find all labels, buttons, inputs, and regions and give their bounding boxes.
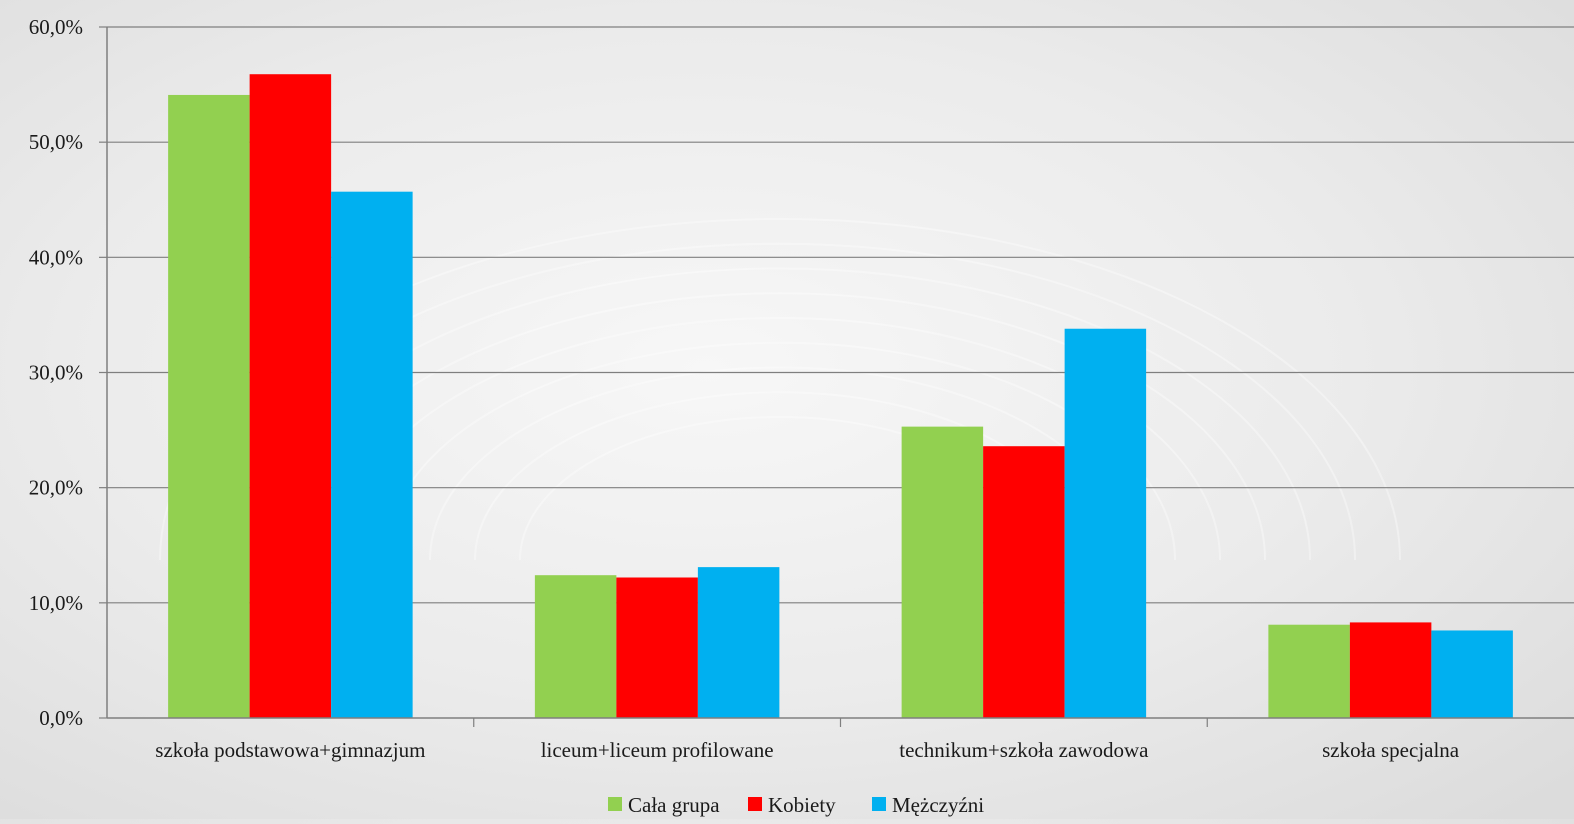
bar-cała-grupa-3 [901,426,984,718]
x-tick-label: szkoła podstawowa+gimnazjum [155,738,425,762]
bar-kobiety-1 [249,74,332,719]
bar-mężczyźni-1 [331,191,413,718]
legend-label: Kobiety [768,793,836,817]
legend-swatch [608,797,622,811]
y-tick-label: 0,0% [39,706,83,730]
bar-mężczyźni-2 [697,567,780,718]
y-tick-label: 50,0% [29,130,83,154]
legend-swatch [872,797,886,811]
x-tick-label: szkoła specjalna [1322,738,1460,762]
bar-kobiety-2 [616,577,698,718]
bar-mężczyźni-3 [1064,328,1147,718]
y-tick-label: 30,0% [29,361,83,385]
bar-cała-grupa-1 [168,94,250,718]
bar-cała-grupa-2 [534,575,617,718]
legend: Cała grupa Kobiety Mężczyźni [608,793,984,817]
y-tick-label: 60,0% [29,15,83,39]
x-tick-label: technikum+szkoła zawodowa [899,738,1149,762]
x-axis-tick-labels: szkoła podstawowa+gimnazjum liceum+liceum… [155,738,1460,762]
x-axis [106,27,1574,727]
bar-kobiety-3 [983,446,1065,718]
legend-label: Mężczyźni [892,793,984,817]
legend-swatch [748,797,762,811]
y-tick-label: 20,0% [29,476,83,500]
bar-kobiety-4 [1349,622,1432,718]
bar-cała-grupa-4 [1268,624,1350,718]
y-tick-label: 10,0% [29,591,83,615]
legend-label: Cała grupa [628,793,720,817]
bar-mężczyźni-4 [1431,630,1513,718]
y-tick-label: 40,0% [29,245,83,269]
y-axis-tick-labels: 0,0% 10,0% 20,0% 30,0% 40,0% 50,0% 60,0% [29,15,83,730]
x-tick-label: liceum+liceum profilowane [541,738,774,762]
bars [168,74,1513,719]
